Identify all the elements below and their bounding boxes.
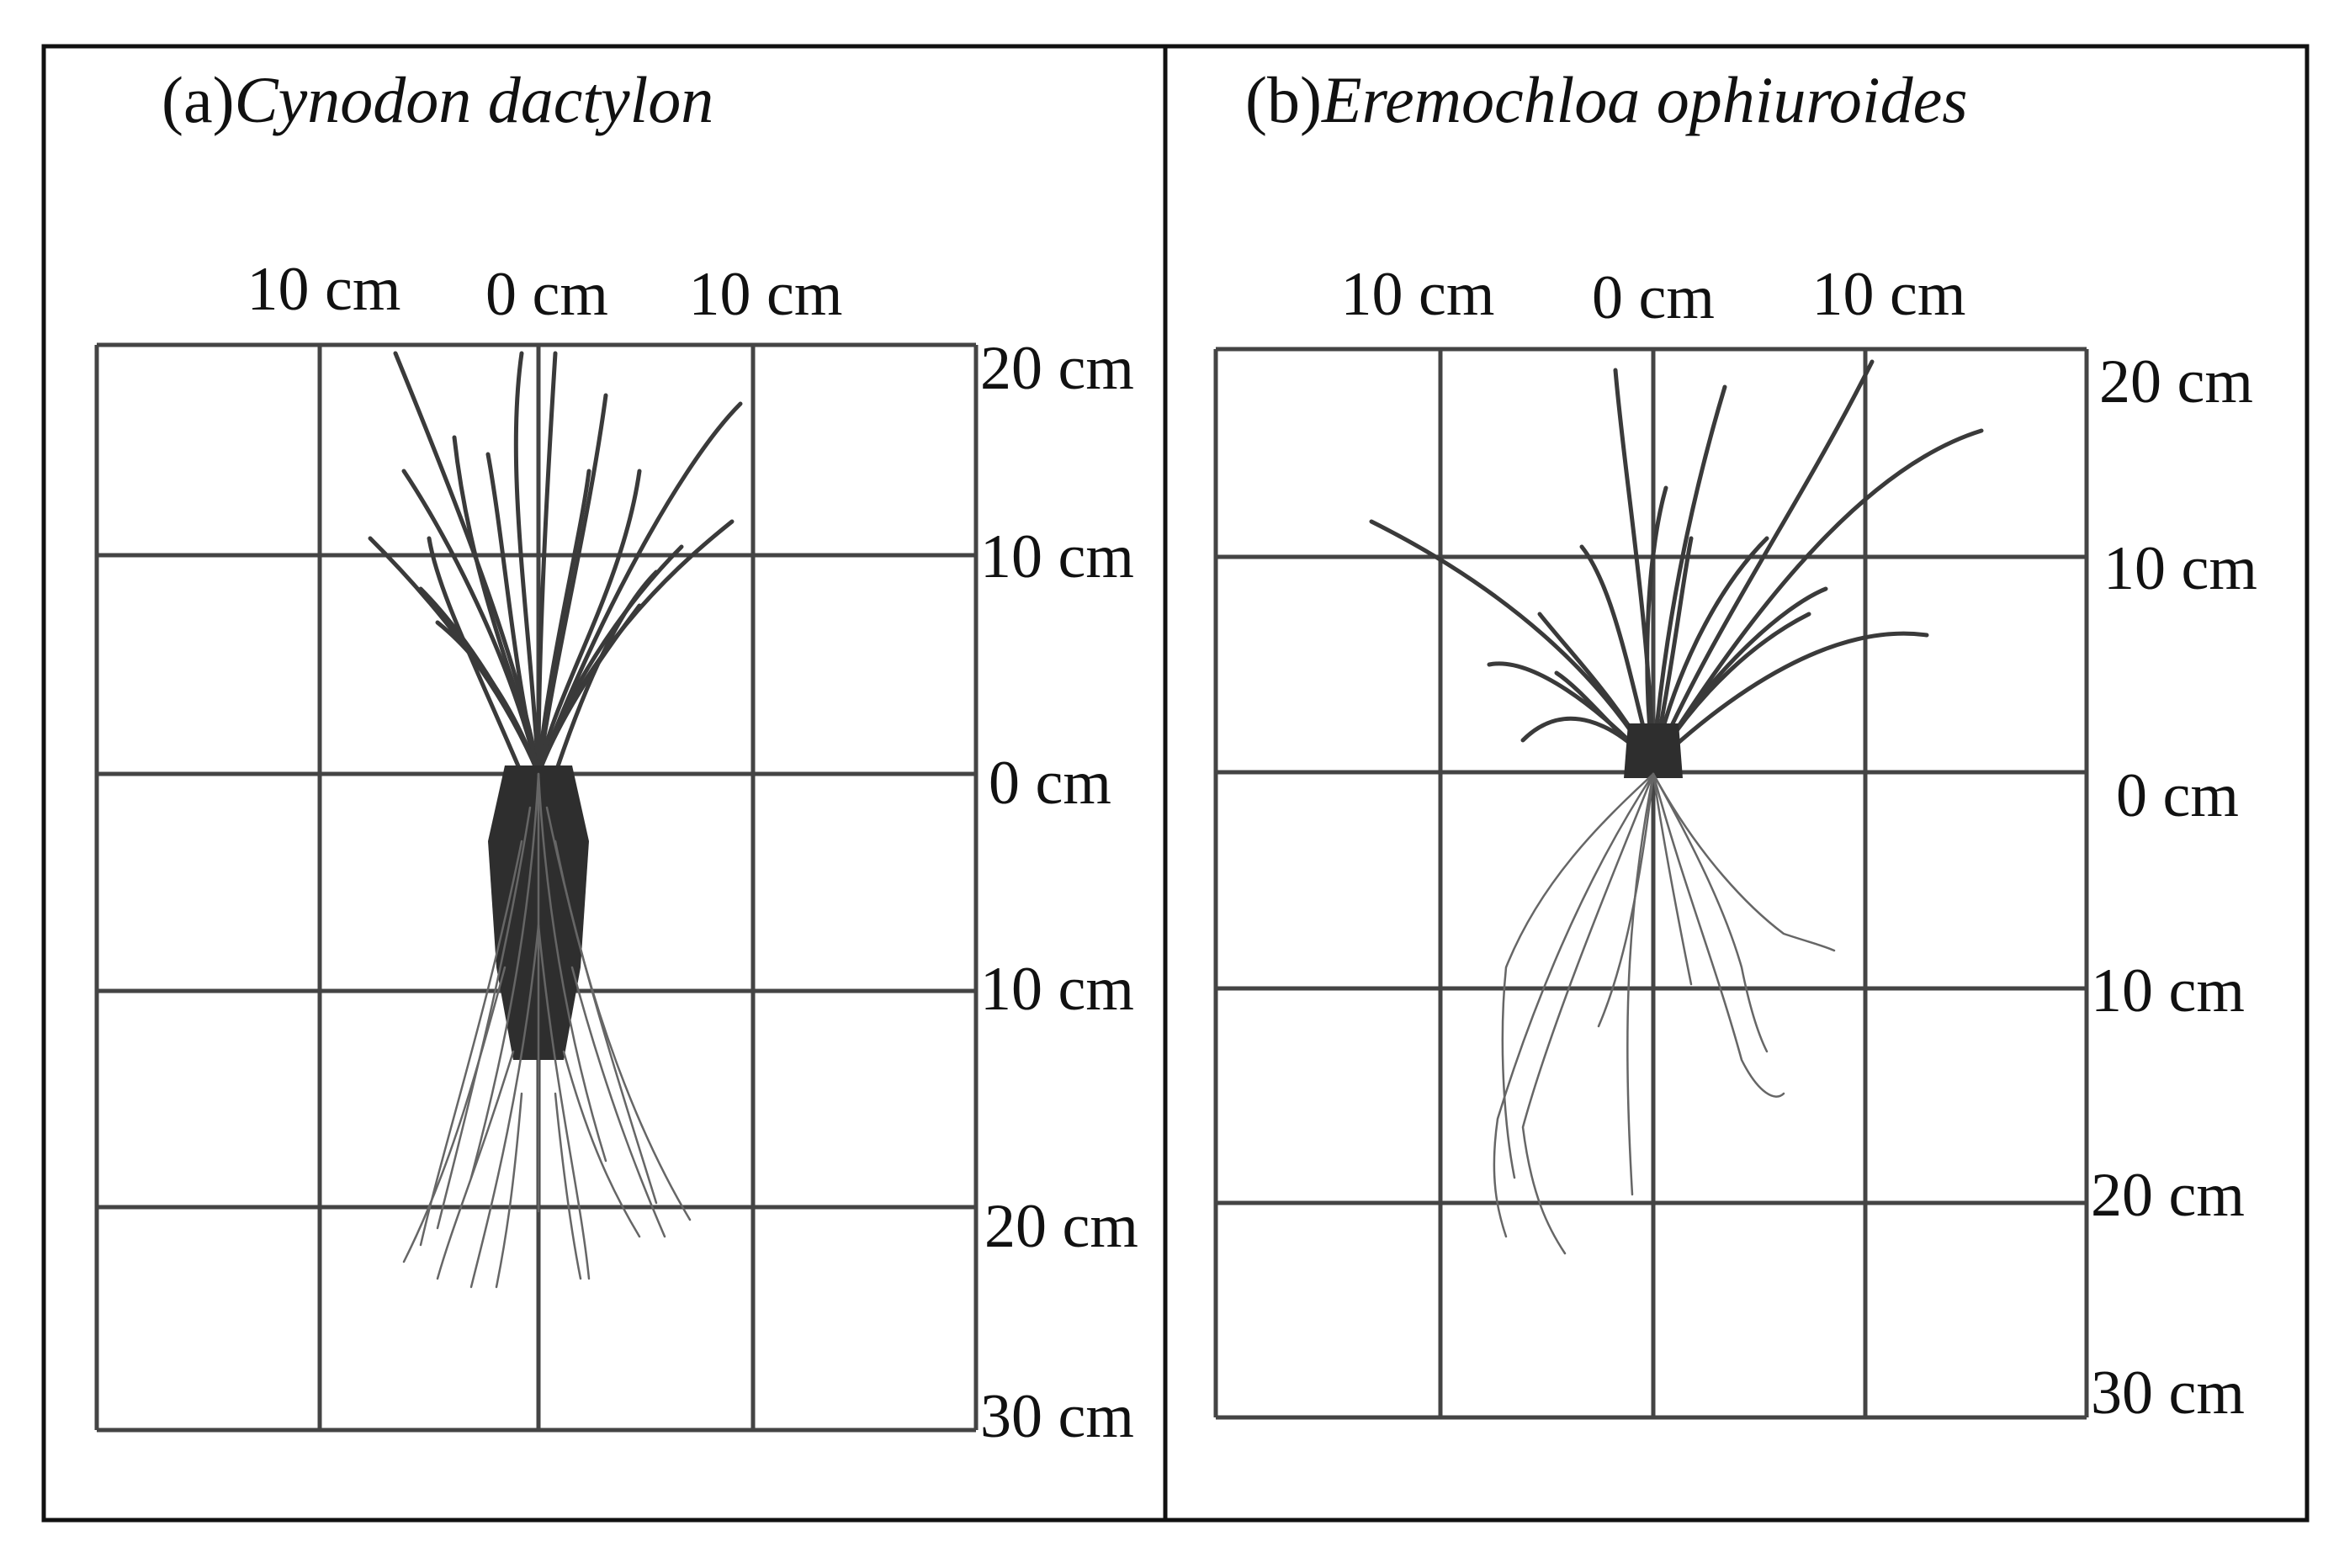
panel-a-y-label: 20 cm	[984, 1192, 1138, 1261]
panel-a-y-label: 10 cm	[980, 955, 1134, 1024]
panel-b-species: Eremochloa ophiuroides	[1321, 63, 1968, 136]
panel-b-crown	[1624, 723, 1683, 778]
panel-b-x-label-right: 10 cm	[1812, 260, 1966, 329]
panel-b-y-label: 10 cm	[2091, 956, 2245, 1025]
panel-b-plant-illustration	[1369, 359, 1984, 1255]
panel-a-y-label: 30 cm	[980, 1382, 1134, 1451]
panel-b-shoots	[1369, 359, 1984, 768]
panel-b-prefix: (b)	[1245, 63, 1322, 136]
panel-b-grid	[1213, 347, 2089, 1420]
panel-a: (a)Cynodon dactylon 10 cm 0 cm 10 cm 20 …	[94, 63, 1138, 1451]
panel-b-y-label: 30 cm	[2091, 1359, 2245, 1428]
panel-a-species: Cynodon dactylon	[235, 63, 714, 136]
panel-b-title: (b)Eremochloa ophiuroides	[1245, 63, 1968, 136]
panel-b-y-label: 0 cm	[2116, 761, 2239, 830]
panel-a-title: (a)Cynodon dactylon	[162, 63, 713, 136]
panel-a-x-label-center: 0 cm	[485, 260, 608, 329]
outer-frame	[41, 44, 2310, 1523]
panel-a-y-label: 20 cm	[980, 334, 1134, 403]
panel-a-prefix: (a)	[162, 63, 235, 136]
panel-b-roots	[1493, 772, 1836, 1255]
panel-a-y-label: 0 cm	[989, 749, 1111, 818]
panel-b-y-label: 10 cm	[2103, 534, 2257, 603]
panel-b-x-label-left: 10 cm	[1341, 260, 1495, 329]
panel-b-y-label: 20 cm	[2099, 347, 2253, 416]
panel-a-plant-illustration	[368, 351, 743, 1289]
panel-a-shoots	[368, 351, 743, 776]
panel-a-roots	[402, 772, 692, 1289]
panel-a-x-label-left: 10 cm	[247, 255, 401, 324]
panel-a-x-label-right: 10 cm	[689, 260, 843, 329]
panel-b-x-label-center: 0 cm	[1592, 263, 1715, 332]
panel-a-y-label: 10 cm	[980, 522, 1134, 591]
panel-b-y-label: 20 cm	[2091, 1161, 2245, 1230]
panel-b: (b)Eremochloa ophiuroides 10 cm 0 cm 10 …	[1213, 63, 2257, 1428]
